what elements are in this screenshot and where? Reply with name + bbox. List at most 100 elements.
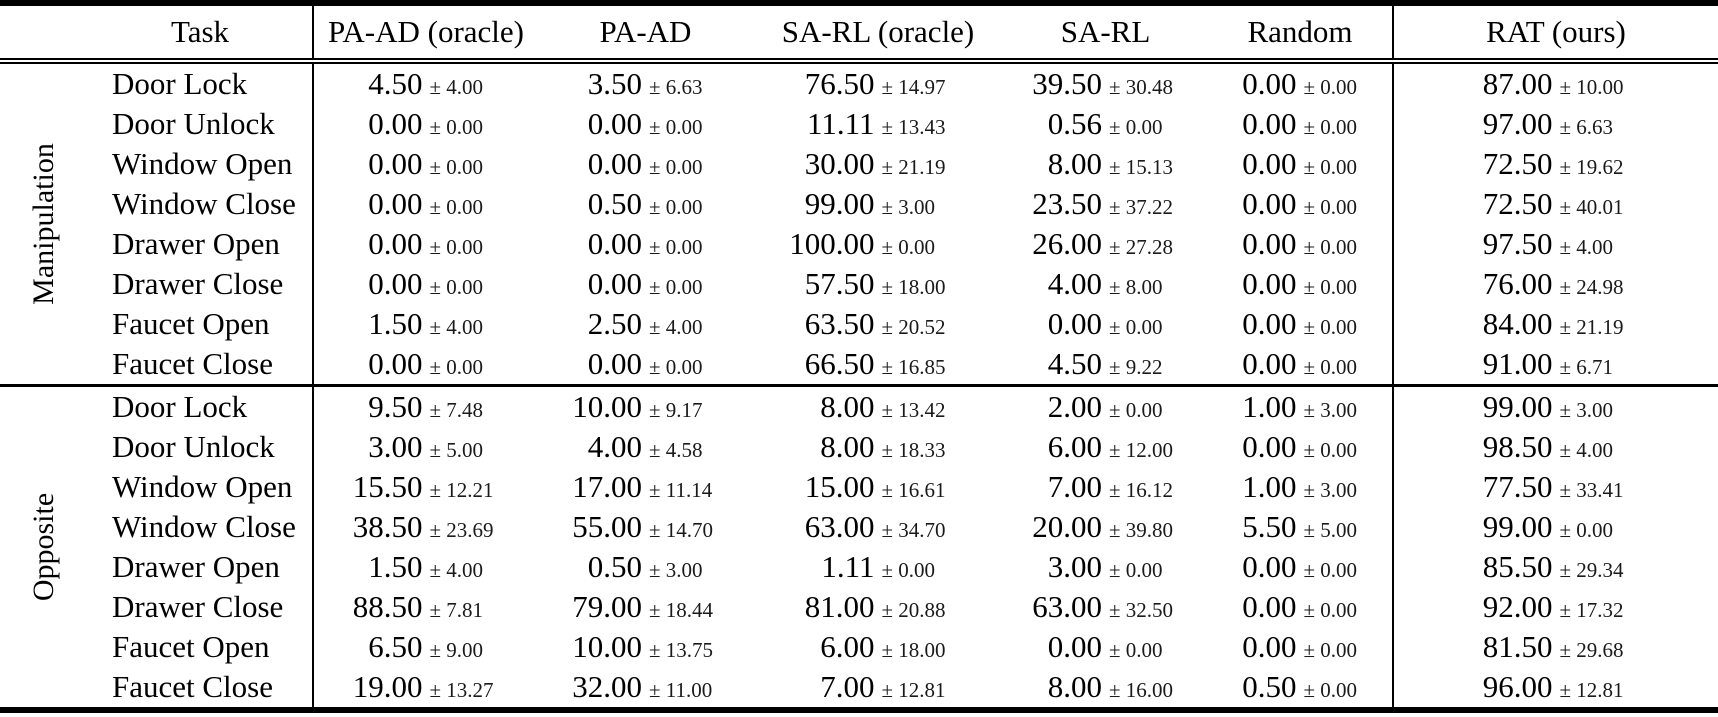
header-row: Task PA-AD (oracle) PA-AD SA-RL (oracle)… [0,3,1718,64]
result-cell: 9.50 ± 7.48 [313,384,538,427]
std-value: ± 0.00 [429,275,484,299]
mean-value: 96.00 [1482,669,1553,704]
result-cell: 0.00 ± 0.00 [1208,627,1393,667]
mean-value: 0.00 [587,226,642,261]
result-cell: 0.00 ± 0.00 [1208,547,1393,587]
result-cell: 8.00 ± 16.00 [1003,667,1208,710]
column-header-pa-ad-oracle: PA-AD (oracle) [313,3,538,64]
result-cell: 0.00 ± 0.00 [1208,61,1393,104]
mean-value: 32.00 [572,669,642,704]
result-cell: 0.00 ± 0.00 [1003,627,1208,667]
result-cell: 6.00 ± 12.00 [1003,427,1208,467]
mean-value: 7.00 [1047,469,1102,504]
std-value: ± 4.58 [649,438,703,462]
std-value: ± 0.00 [429,155,484,179]
std-value: ± 7.48 [429,398,484,422]
result-cell: 81.50 ± 29.68 [1392,627,1718,667]
std-value: ± 0.00 [649,115,703,139]
table-row: Faucet Close 0.00 ± 0.00 0.00 ± 0.00 66.50 ± 1… [0,344,1718,386]
result-cell: 72.50 ± 19.62 [1392,144,1718,184]
mean-value: 2.00 [1047,389,1102,424]
std-value: ± 0.00 [429,115,484,139]
table-row: Window Close 0.00 ± 0.00 0.50 ± 0.00 99.00 ± 3… [0,184,1718,224]
result-cell: 87.00 ± 10.00 [1392,61,1718,104]
std-value: ± 3.00 [1559,398,1614,422]
std-value: ± 9.00 [429,638,484,662]
mean-value: 84.00 [1482,306,1553,341]
std-value: ± 9.17 [649,398,703,422]
mean-value: 0.00 [1242,429,1297,464]
mean-value: 0.00 [1242,549,1297,584]
table-row: Window Open 15.50 ± 12.21 17.00 ± 11.14 15.00… [0,467,1718,507]
std-value: ± 12.00 [1109,438,1174,462]
mean-value: 15.50 [352,469,423,504]
mean-value: 20.00 [1032,509,1102,544]
result-cell: 11.11 ± 13.43 [753,104,1003,144]
result-cell: 0.00 ± 0.00 [1208,304,1393,344]
mean-value: 8.00 [820,429,875,464]
result-cell: 0.00 ± 0.00 [313,224,538,264]
mean-value: 0.00 [587,346,642,381]
mean-value: 0.00 [1242,629,1297,664]
mean-value: 3.00 [1047,549,1102,584]
table-row: Door Unlock 0.00 ± 0.00 0.00 ± 0.00 11.11 ± 13… [0,104,1718,144]
table-row: Faucet Open 6.50 ± 9.00 10.00 ± 13.75 6.00 ± 1… [0,627,1718,667]
result-cell: 0.50 ± 0.00 [538,184,753,224]
std-value: ± 0.00 [881,558,936,582]
std-value: ± 6.63 [1559,115,1614,139]
std-value: ± 0.00 [1303,638,1358,662]
result-cell: 2.50 ± 4.00 [538,304,753,344]
result-cell: 0.50 ± 0.00 [1208,667,1393,710]
result-cell: 6.50 ± 9.00 [313,627,538,667]
mean-value: 0.50 [587,549,642,584]
result-cell: 0.00 ± 0.00 [1208,344,1393,386]
table-row: Drawer Close 88.50 ± 7.81 79.00 ± 18.44 81.00… [0,587,1718,627]
std-value: ± 0.00 [1109,315,1163,339]
result-cell: 32.00 ± 11.00 [538,667,753,710]
mean-value: 0.00 [1242,226,1297,261]
std-value: ± 18.44 [649,598,714,622]
result-cell: 7.00 ± 16.12 [1003,467,1208,507]
std-value: ± 21.19 [1559,315,1624,339]
section-label-cell: Opposite [0,384,88,710]
std-value: ± 0.00 [1303,115,1358,139]
result-cell: 7.00 ± 12.81 [753,667,1003,710]
std-value: ± 18.33 [881,438,946,462]
std-value: ± 4.00 [649,315,703,339]
std-value: ± 0.00 [1109,558,1163,582]
mean-value: 99.00 [804,186,875,221]
std-value: ± 16.00 [1109,678,1174,702]
result-cell: 0.56 ± 0.00 [1003,104,1208,144]
mean-value: 79.00 [572,589,642,624]
std-value: ± 33.41 [1559,478,1624,502]
std-value: ± 12.81 [1559,678,1624,702]
result-cell: 1.00 ± 3.00 [1208,384,1393,427]
mean-value: 1.11 [821,549,875,584]
mean-value: 0.56 [1047,106,1102,141]
task-name: Window Close [88,507,314,547]
task-name: Faucet Close [88,344,314,386]
std-value: ± 11.00 [649,678,713,702]
mean-value: 81.50 [1482,629,1553,664]
result-cell: 3.00 ± 0.00 [1003,547,1208,587]
mean-value: 0.00 [368,266,423,301]
mean-value: 77.50 [1482,469,1553,504]
std-value: ± 0.00 [1303,235,1358,259]
std-value: ± 32.50 [1109,598,1174,622]
result-cell: 15.00 ± 16.61 [753,467,1003,507]
result-cell: 66.50 ± 16.85 [753,344,1003,386]
mean-value: 8.00 [820,389,875,424]
mean-value: 4.00 [1047,266,1102,301]
std-value: ± 23.69 [429,518,494,542]
mean-value: 10.00 [572,629,642,664]
mean-value: 8.00 [1047,669,1102,704]
std-value: ± 0.00 [429,235,484,259]
result-cell: 0.00 ± 0.00 [1208,224,1393,264]
column-header-sa-rl-oracle: SA-RL (oracle) [753,3,1003,64]
column-header-task: Task [88,3,314,64]
std-value: ± 0.00 [649,155,703,179]
mean-value: 0.00 [368,146,423,181]
std-value: ± 3.00 [649,558,703,582]
mean-value: 97.50 [1482,226,1553,261]
mean-value: 4.50 [368,66,423,101]
